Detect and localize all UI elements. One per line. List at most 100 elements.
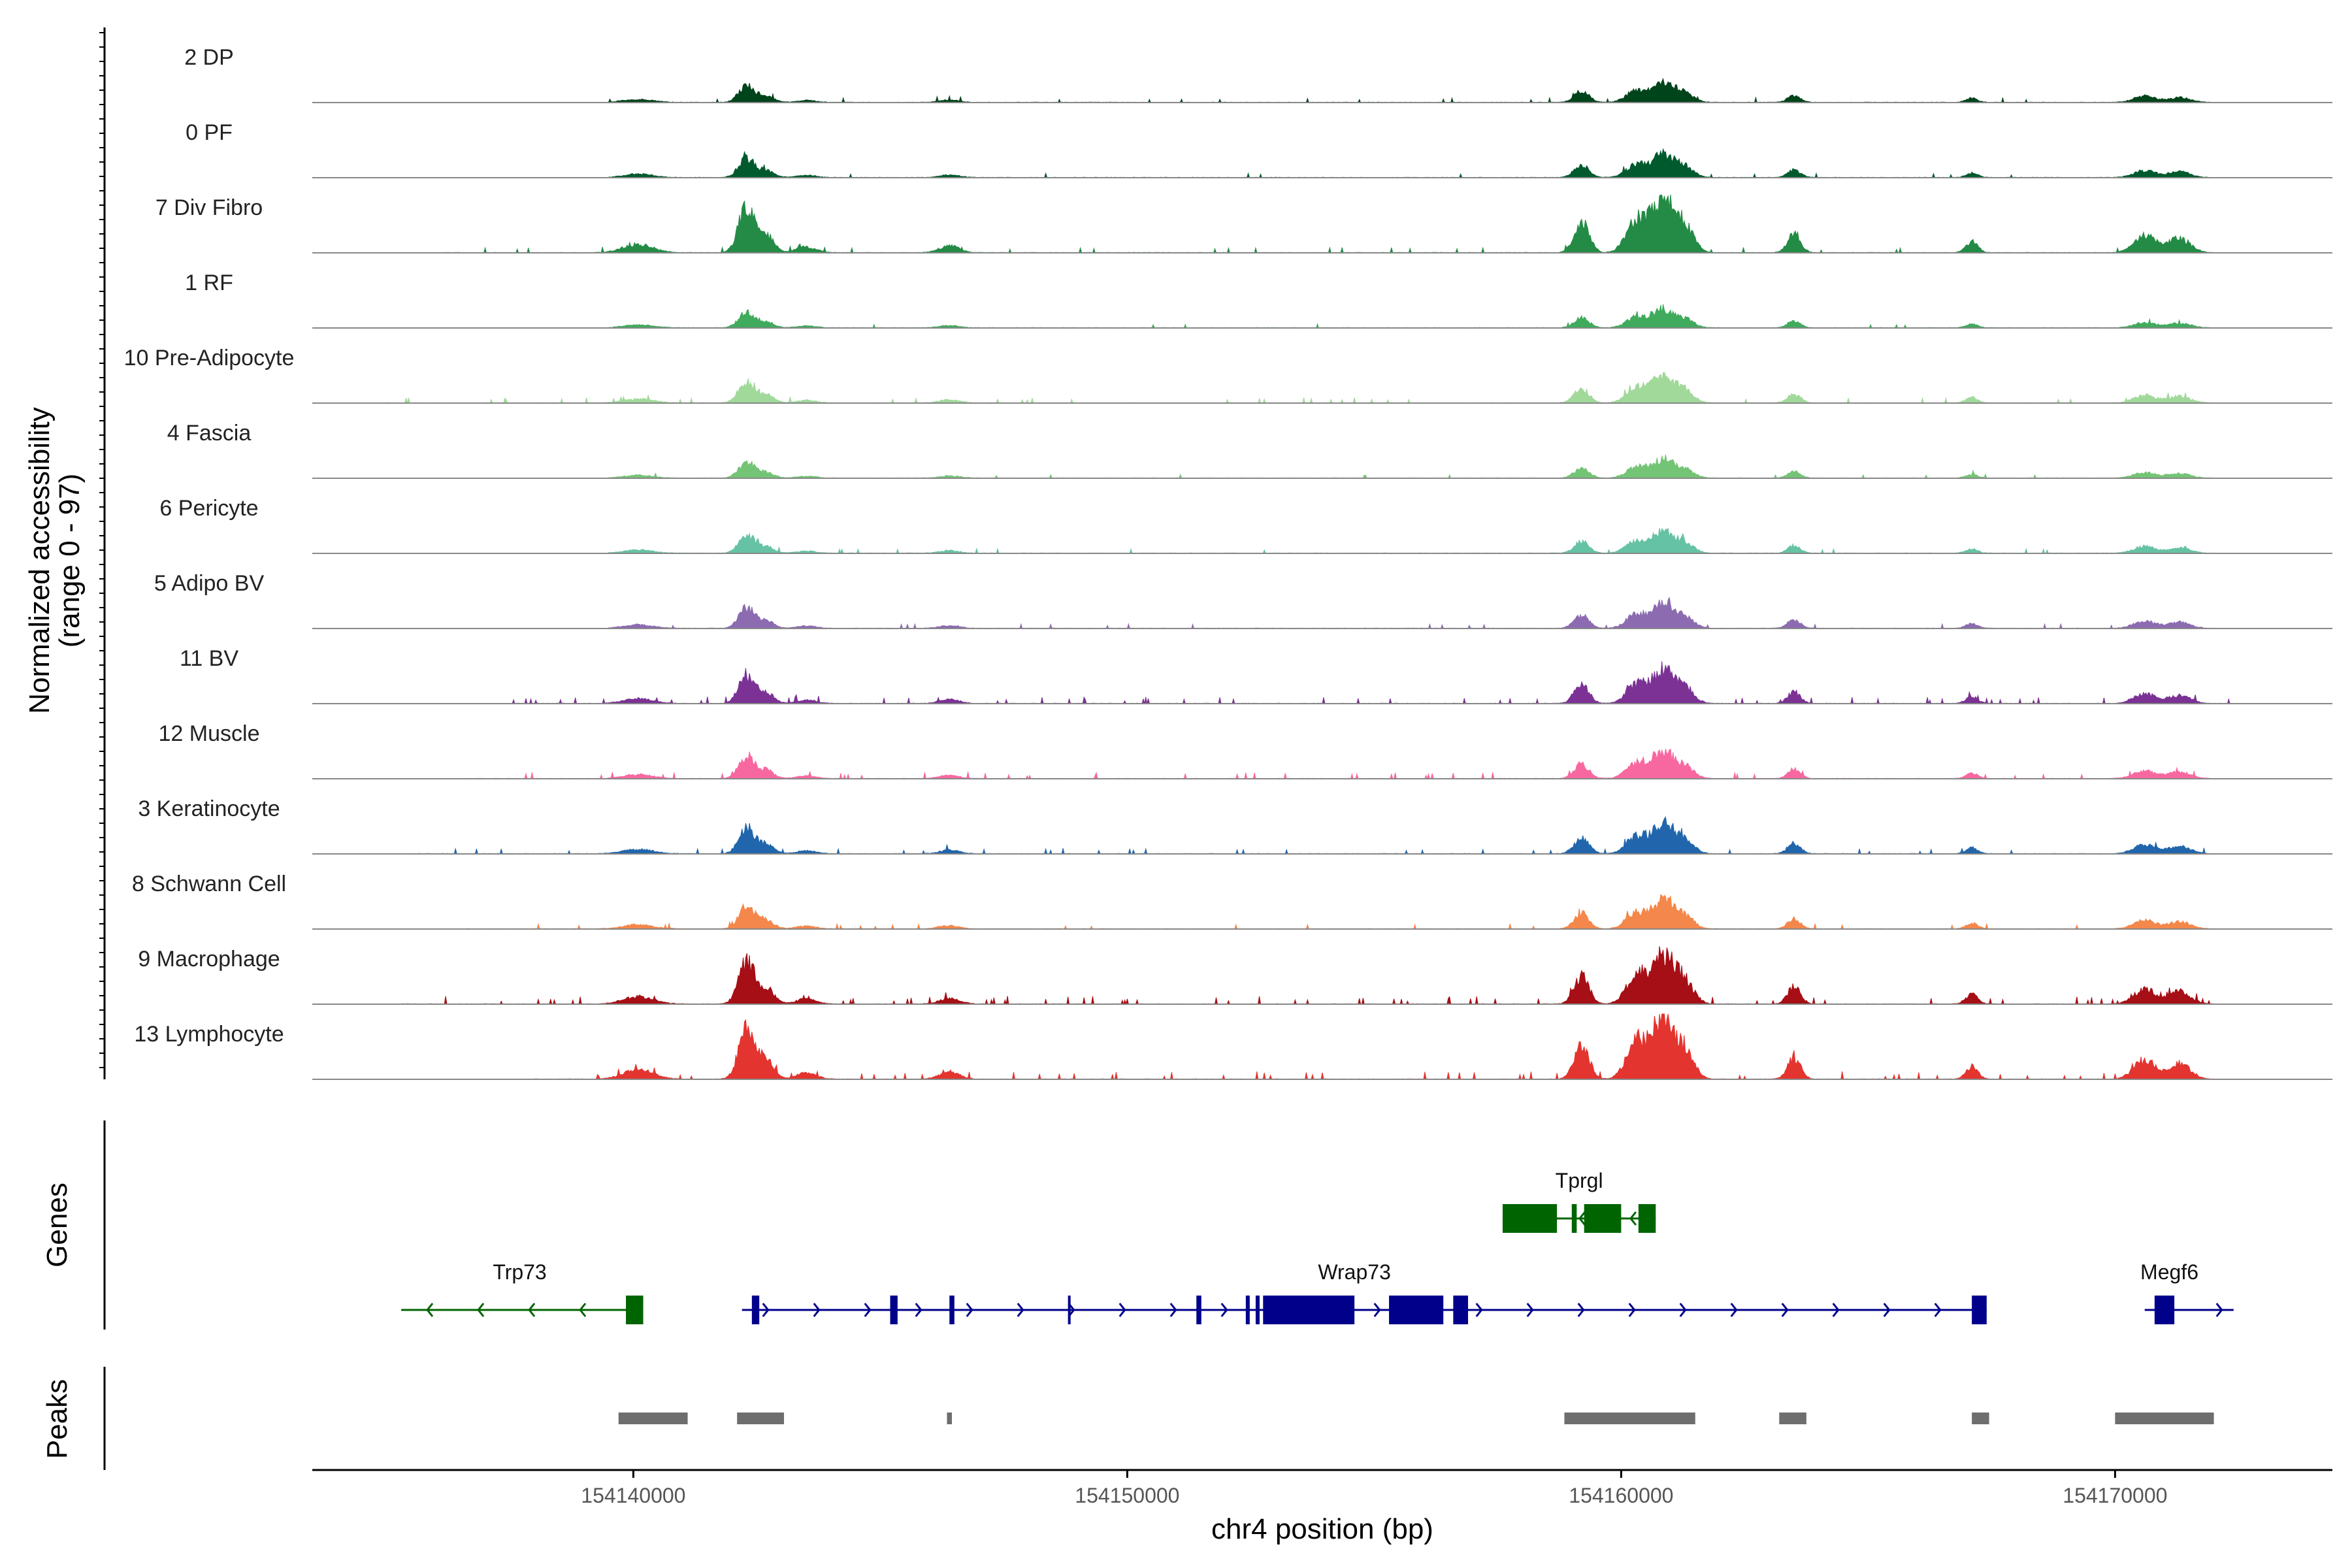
strand-arrow bbox=[1629, 1211, 1637, 1226]
coverage-area bbox=[608, 528, 2215, 554]
coverage-area bbox=[608, 78, 2215, 103]
peak-bar bbox=[618, 1413, 688, 1424]
track-label: 9 Macrophage bbox=[138, 947, 280, 972]
gene-exon bbox=[1245, 1296, 1250, 1324]
track-label: 12 Muscle bbox=[159, 721, 260, 746]
y-axis-title-line1: Normalized accessibility bbox=[24, 407, 56, 713]
genes-panel-title: Genes bbox=[41, 1183, 73, 1267]
track-label: 0 PF bbox=[186, 120, 233, 145]
x-axis-ticks: 154140000 154150000 154160000 154170000 bbox=[581, 1470, 2167, 1507]
gene-exon bbox=[1263, 1296, 1355, 1324]
coverage-area bbox=[608, 148, 2215, 178]
coverage-area bbox=[460, 749, 2215, 780]
peak-regions bbox=[618, 1413, 2214, 1424]
strand-arrow bbox=[1781, 1303, 1789, 1317]
coverage-area bbox=[410, 816, 2215, 855]
strand-arrow bbox=[966, 1303, 973, 1317]
gene-exon bbox=[626, 1296, 644, 1324]
gene-exon bbox=[751, 1296, 760, 1324]
track-10: 12 Muscle bbox=[159, 721, 2332, 780]
track-7: 6 Pericyte bbox=[159, 496, 2332, 554]
peak-bar bbox=[2115, 1413, 2214, 1424]
track-label: 1 RF bbox=[185, 270, 233, 295]
strand-arrow bbox=[1373, 1303, 1381, 1317]
peak-bar bbox=[1564, 1413, 1695, 1424]
gene-exon bbox=[1584, 1204, 1622, 1233]
track-label: 2 DP bbox=[184, 45, 234, 70]
coverage-area bbox=[608, 304, 2215, 329]
gene-exon bbox=[1638, 1204, 1656, 1233]
track-label: 6 Pericyte bbox=[159, 496, 258, 521]
gene-exon bbox=[1453, 1296, 1469, 1324]
gene-exon bbox=[1571, 1204, 1577, 1233]
gene-exon bbox=[1068, 1296, 1071, 1324]
gene-exon bbox=[1255, 1296, 1260, 1324]
strand-arrow bbox=[1017, 1303, 1024, 1317]
strand-arrow bbox=[1832, 1303, 1840, 1317]
track-9: 11 BV bbox=[180, 646, 2332, 705]
strand-arrow bbox=[1628, 1303, 1636, 1317]
gene-annotations: Trp73 Tprgl Wrap73 Megf6 bbox=[401, 1169, 2234, 1324]
track-13: 9 Macrophage bbox=[138, 946, 2332, 1005]
x-tick-label: 154140000 bbox=[581, 1484, 685, 1507]
track-3: 7 Div Fibro bbox=[155, 194, 2332, 253]
track-label: 5 Adipo BV bbox=[154, 571, 265, 596]
peak-bar bbox=[737, 1413, 784, 1424]
gene-tprgl: Tprgl bbox=[1502, 1169, 1656, 1233]
gene-exon bbox=[2154, 1296, 2175, 1324]
track-8: 5 Adipo BV bbox=[154, 571, 2332, 629]
track-label: 11 BV bbox=[180, 646, 238, 671]
track-11: 3 Keratinocyte bbox=[138, 796, 2332, 855]
x-axis-title: chr4 position (bp) bbox=[1211, 1513, 1433, 1545]
peak-bar bbox=[1972, 1413, 1989, 1424]
track-12: 8 Schwann Cell bbox=[132, 872, 2332, 930]
strand-arrow bbox=[1526, 1303, 1534, 1317]
coverage-area bbox=[460, 894, 2215, 930]
track-1: 2 DP bbox=[184, 45, 2332, 103]
strand-arrow bbox=[1578, 1211, 1586, 1226]
coverage-area bbox=[400, 946, 2215, 1005]
gene-exon bbox=[949, 1296, 955, 1324]
strand-arrow bbox=[579, 1303, 587, 1317]
gene-exon bbox=[1972, 1296, 1987, 1324]
coverage-area bbox=[435, 194, 2215, 253]
track-label: 4 Fascia bbox=[167, 421, 252, 446]
coverage-y-axis-ticks bbox=[99, 32, 105, 1068]
track-label: 7 Div Fibro bbox=[155, 195, 263, 220]
strand-arrow bbox=[2215, 1303, 2223, 1317]
peak-bar bbox=[1779, 1413, 1806, 1424]
strand-arrow bbox=[762, 1303, 770, 1317]
gene-trp73: Trp73 bbox=[401, 1260, 644, 1324]
gene-exon bbox=[1196, 1296, 1201, 1324]
track-label: 3 Keratinocyte bbox=[138, 796, 280, 821]
gene-label: Tprgl bbox=[1556, 1169, 1603, 1192]
strand-arrow bbox=[1934, 1303, 1942, 1317]
track-label: 8 Schwann Cell bbox=[132, 872, 286, 896]
gene-wrap73: Wrap73 bbox=[742, 1260, 1987, 1324]
x-tick-label: 154170000 bbox=[2063, 1484, 2167, 1507]
peak-bar bbox=[947, 1413, 953, 1424]
coverage-area bbox=[509, 661, 2239, 705]
coverage-tracks: 2 DP 0 PF 7 Div Fibro 1 RF 10 Pre-Adipocyte 4… bbox=[124, 45, 2332, 1080]
gene-megf6: Megf6 bbox=[2140, 1260, 2234, 1324]
strand-arrow bbox=[1883, 1303, 1891, 1317]
strand-arrow bbox=[1475, 1303, 1483, 1317]
strand-arrow bbox=[1577, 1303, 1585, 1317]
strand-arrow bbox=[1220, 1303, 1228, 1317]
strand-arrow bbox=[864, 1303, 872, 1317]
strand-arrow bbox=[1730, 1303, 1738, 1317]
strand-arrow bbox=[528, 1303, 536, 1317]
y-axis-title-line2: (range 0 - 97) bbox=[54, 474, 86, 648]
strand-arrow bbox=[1679, 1303, 1687, 1317]
x-tick-label: 154160000 bbox=[1569, 1484, 1673, 1507]
peaks-panel-title: Peaks bbox=[41, 1379, 73, 1459]
track-14: 13 Lymphocyte bbox=[134, 1013, 2332, 1080]
strand-arrow bbox=[1169, 1303, 1177, 1317]
gene-exon bbox=[1389, 1296, 1444, 1324]
gene-label: Trp73 bbox=[493, 1260, 546, 1284]
gene-label: Wrap73 bbox=[1318, 1260, 1390, 1284]
coverage-area bbox=[608, 454, 2215, 479]
coverage-area bbox=[608, 596, 2215, 629]
track-2: 0 PF bbox=[186, 120, 2332, 178]
